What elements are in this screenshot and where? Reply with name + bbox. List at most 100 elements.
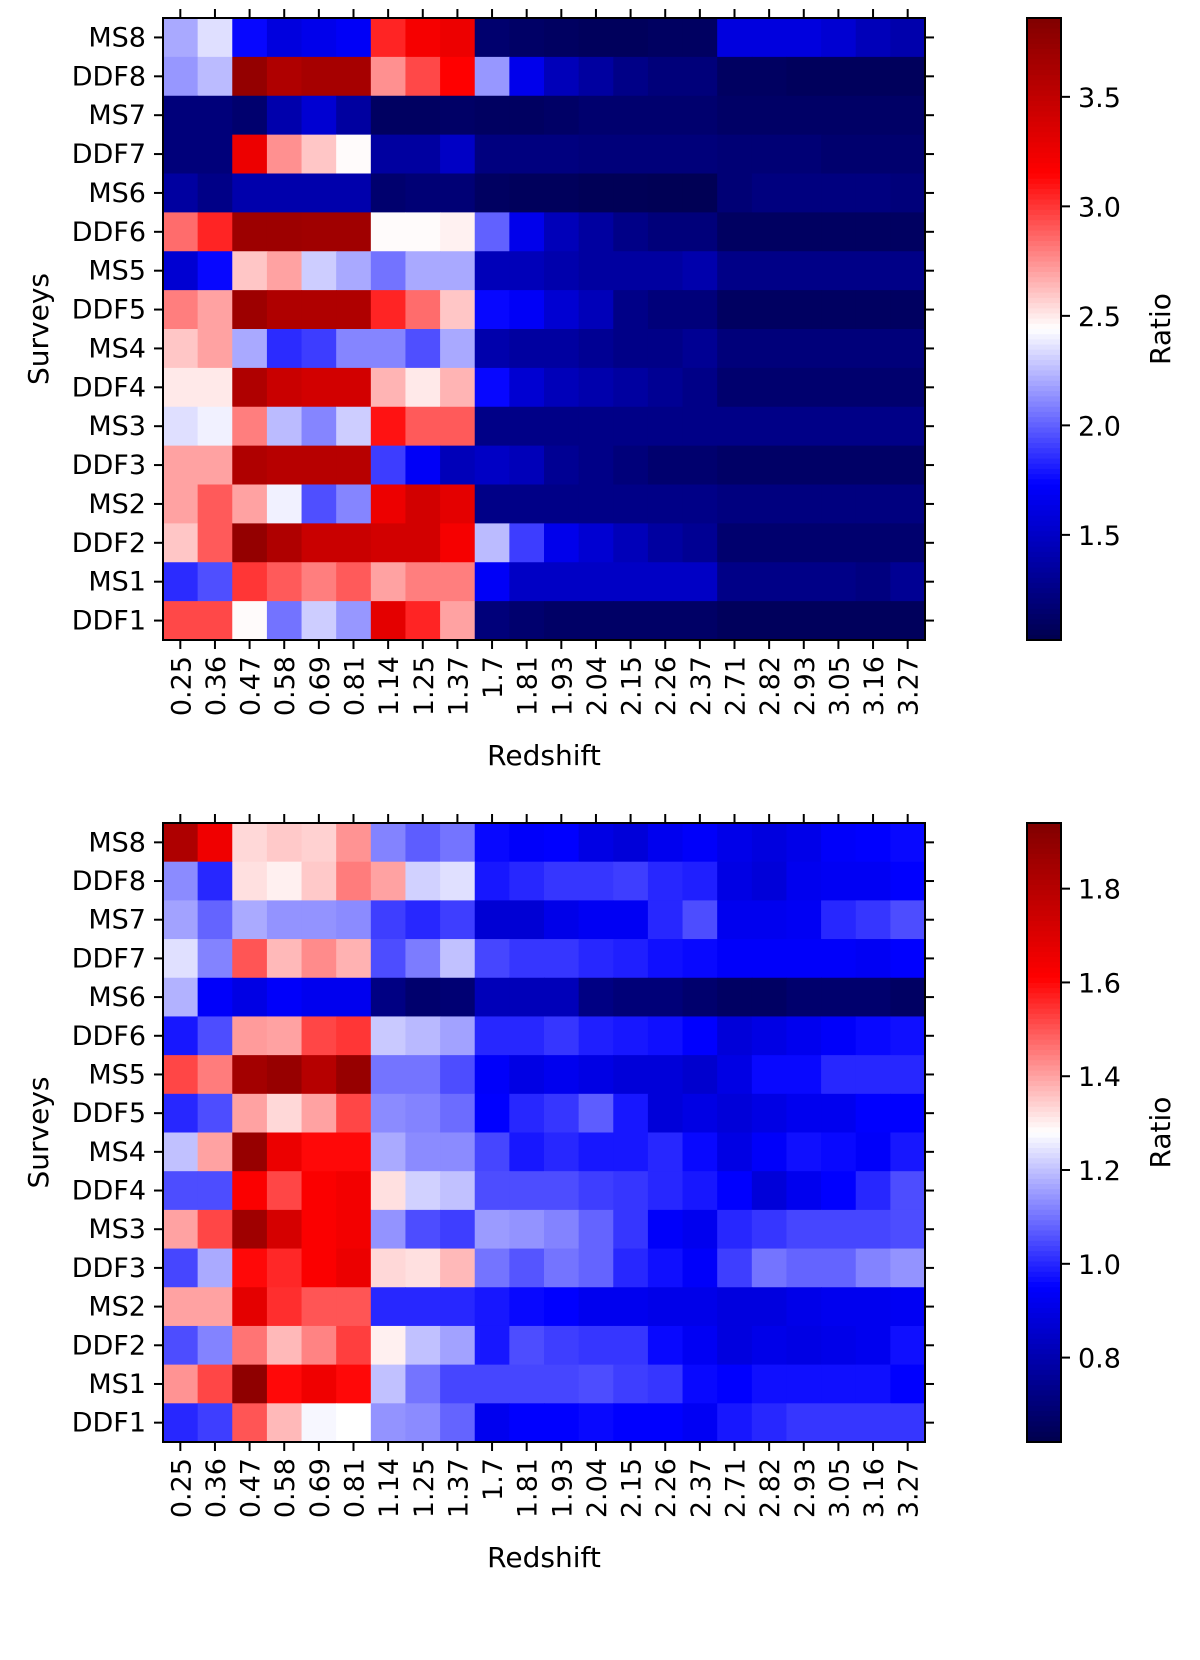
heatmap-cell: [821, 1171, 857, 1211]
heatmap-cell: [440, 56, 476, 97]
colorbar-segment: [1027, 1096, 1061, 1103]
heatmap-cell: [717, 445, 753, 486]
heatmap-cell: [821, 290, 857, 330]
heatmap-cell: [474, 823, 510, 863]
heatmap-cell: [440, 18, 476, 58]
heatmap-cell: [855, 212, 891, 252]
y-tick-label: DDF2: [72, 1330, 146, 1361]
heatmap-cell: [336, 1209, 372, 1250]
heatmap-cell: [336, 18, 372, 58]
heatmap-cell: [647, 290, 684, 330]
colorbar-segment: [1027, 1251, 1061, 1257]
heatmap-cell: [751, 1248, 788, 1288]
heatmap-cell: [890, 939, 926, 979]
heatmap-cell: [301, 18, 337, 58]
heatmap-cell: [613, 1209, 649, 1250]
heatmap-cell: [440, 1325, 476, 1366]
heatmap-cell: [405, 173, 441, 213]
heatmap-cell: [890, 1055, 926, 1095]
heatmap-cell: [509, 406, 545, 447]
heatmap-cell: [301, 1016, 337, 1056]
heatmap-cell: [232, 445, 268, 486]
heatmap-cell: [301, 601, 337, 641]
colorbar-segment: [1027, 598, 1061, 605]
heatmap-cell: [232, 939, 268, 979]
heatmap-cell: [682, 562, 718, 602]
y-tick-label: DDF1: [72, 606, 146, 637]
heatmap-cell: [578, 1093, 614, 1134]
x-tick-label: 2.26: [651, 1458, 682, 1518]
heatmap-cell: [855, 1016, 891, 1056]
colorbar-segment: [1027, 1044, 1061, 1051]
heatmap-cell: [232, 601, 268, 641]
heatmap-cell: [544, 977, 580, 1018]
heatmap-cell: [682, 1132, 718, 1172]
heatmap-cell: [197, 562, 233, 602]
heatmap-cell: [544, 900, 580, 940]
heatmap-cell: [405, 1248, 441, 1288]
heatmap-cell: [370, 1248, 407, 1288]
heatmap-cell: [163, 56, 199, 97]
colorbar-segment: [1027, 329, 1061, 335]
heatmap-cell: [855, 95, 891, 136]
heatmap-cell: [474, 1016, 510, 1056]
heatmap-cell: [232, 1093, 268, 1134]
heatmap-cell: [336, 484, 372, 524]
heatmap-cell: [509, 1171, 545, 1211]
heatmap-cell: [717, 212, 753, 252]
heatmap-cell: [821, 601, 857, 641]
heatmap-cell: [578, 290, 614, 330]
colorbar-segment: [1027, 292, 1061, 299]
heatmap-cell: [544, 212, 580, 252]
colorbar-frame: [1026, 17, 1062, 641]
heatmap-cell: [232, 977, 268, 1018]
colorbar-segment: [1027, 998, 1061, 1005]
colorbar-segment: [1027, 624, 1061, 631]
heatmap-cell: [717, 601, 753, 641]
heatmap-cell: [509, 1325, 545, 1366]
y-tick-label: DDF4: [72, 1176, 146, 1207]
heatmap-cell: [855, 406, 891, 447]
colorbar-segment: [1027, 277, 1061, 283]
heatmap-cell: [509, 173, 545, 213]
colorbar-segment: [1027, 1235, 1061, 1242]
heatmap-cell: [474, 1132, 510, 1172]
heatmap-cell: [578, 1403, 614, 1443]
colorbar-segment: [1027, 1055, 1061, 1061]
heatmap-cell: [647, 1016, 684, 1056]
heatmap-cell: [890, 601, 926, 641]
heatmap-cell: [336, 1325, 372, 1366]
heatmap-cell: [474, 1209, 510, 1250]
colorbar-segment: [1027, 1225, 1061, 1232]
heatmap-cell: [786, 900, 822, 940]
colorbar-segment: [1027, 183, 1061, 190]
heatmap-cell: [266, 861, 303, 901]
x-tick-label: 1.25: [409, 1458, 440, 1518]
heatmap-cell: [440, 1055, 476, 1095]
colorbar-segment: [1027, 884, 1061, 891]
colorbar-segment: [1027, 634, 1061, 641]
heatmap-cell: [578, 1016, 614, 1056]
heatmap-cell: [474, 95, 510, 136]
colorbar-segment: [1027, 251, 1061, 258]
colorbar-segment: [1027, 391, 1061, 397]
heatmap-cell: [336, 523, 372, 563]
heatmap-cell: [647, 861, 684, 901]
heatmap-cell: [855, 1248, 891, 1288]
heatmap-cell: [197, 523, 233, 563]
heatmap-cell: [751, 823, 788, 863]
heatmap-panel-2: MS8 DDF8 MS7 DDF7 MS6 DDF6 MS5 DDF5 MS4 DDF4 MS3 DD…: [22, 814, 1177, 1574]
heatmap-cell: [509, 562, 545, 602]
heatmap-cell: [578, 251, 614, 291]
y-tick-label: DDF4: [72, 372, 146, 403]
x-tick-label: 2.15: [617, 656, 648, 716]
heatmap-cell: [370, 406, 407, 447]
colorbar-segment: [1027, 869, 1061, 876]
heatmap-cell: [474, 484, 510, 524]
heatmap-cell: [855, 1055, 891, 1095]
heatmap-cell: [682, 823, 718, 863]
heatmap-cell: [578, 212, 614, 252]
heatmap-cell: [751, 406, 788, 447]
heatmap-cell: [578, 601, 614, 641]
heatmap-cell: [821, 861, 857, 901]
